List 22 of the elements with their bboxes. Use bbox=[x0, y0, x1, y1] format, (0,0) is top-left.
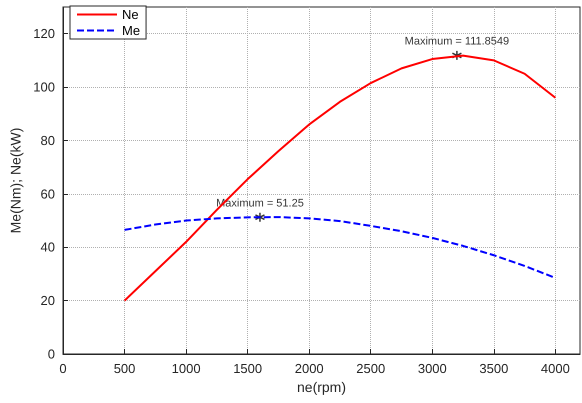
x-tick-label: 500 bbox=[114, 361, 136, 376]
x-axis-title: ne(rpm) bbox=[296, 378, 346, 395]
y-tick-label: 100 bbox=[33, 80, 55, 95]
x-tick-label: 2000 bbox=[294, 361, 324, 376]
y-tick-label: 80 bbox=[40, 132, 55, 148]
y-tick-label: 0 bbox=[48, 346, 55, 362]
line-series bbox=[124, 54, 556, 302]
legend-label: Me bbox=[122, 23, 140, 38]
annotation: Maximum = 111.8549 bbox=[404, 36, 510, 48]
y-tick-label: 60 bbox=[40, 186, 55, 202]
y-tick-label: 40 bbox=[40, 240, 55, 255]
x-tick-label: 3000 bbox=[418, 361, 447, 376]
x-tick-label: 4000 bbox=[540, 361, 570, 376]
legend-label: Ne bbox=[122, 7, 139, 22]
x-tick-label: 1000 bbox=[172, 361, 201, 376]
y-axis-title: Me(Nm); Ne(kW) bbox=[7, 128, 24, 234]
x-tick-label: 0 bbox=[59, 361, 67, 376]
y-tick-label: 120 bbox=[33, 26, 55, 42]
y-tick-label: 20 bbox=[40, 293, 55, 308]
x-tick-label: 1500 bbox=[233, 361, 262, 376]
x-tick-label: 2500 bbox=[356, 361, 386, 376]
x-tick-label: 3500 bbox=[479, 361, 508, 376]
